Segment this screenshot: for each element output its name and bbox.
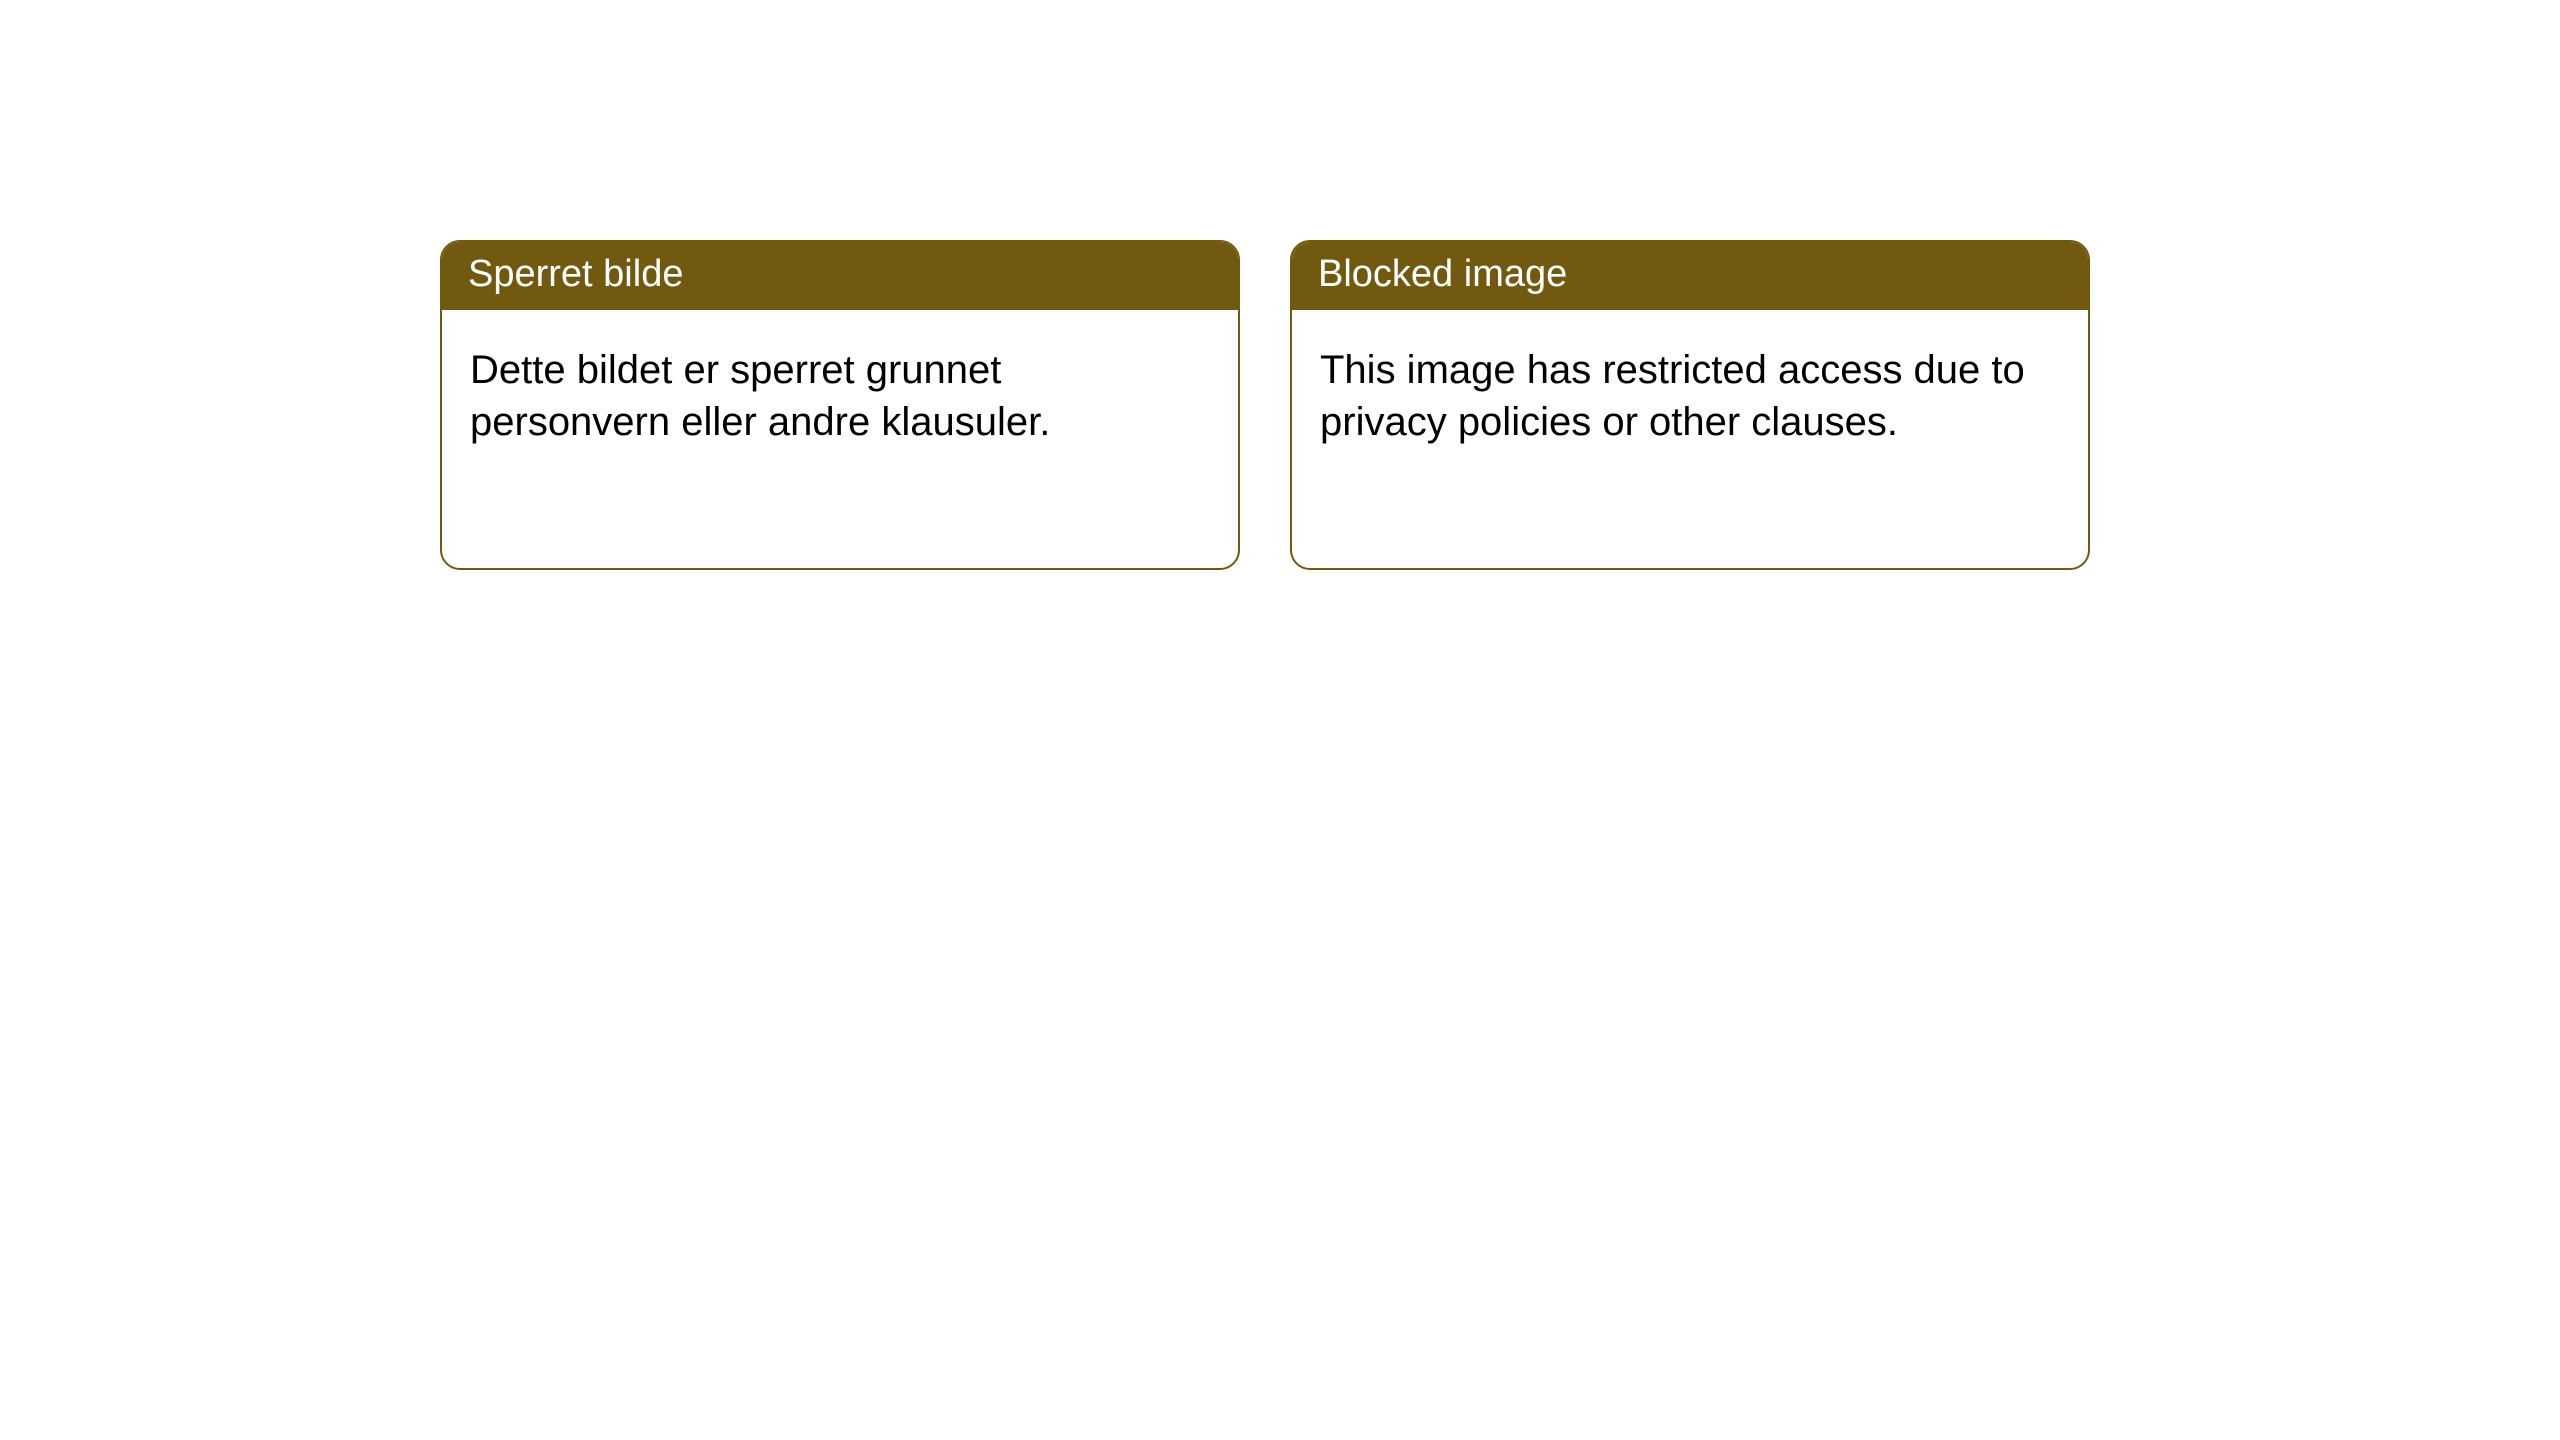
notice-container: Sperret bilde Dette bildet er sperret gr… [0,0,2560,570]
card-body-no: Dette bildet er sperret grunnet personve… [442,310,1238,476]
blocked-image-card-no: Sperret bilde Dette bildet er sperret gr… [440,240,1240,570]
card-header-en: Blocked image [1292,242,2088,310]
card-body-en: This image has restricted access due to … [1292,310,2088,476]
card-header-no: Sperret bilde [442,242,1238,310]
blocked-image-card-en: Blocked image This image has restricted … [1290,240,2090,570]
